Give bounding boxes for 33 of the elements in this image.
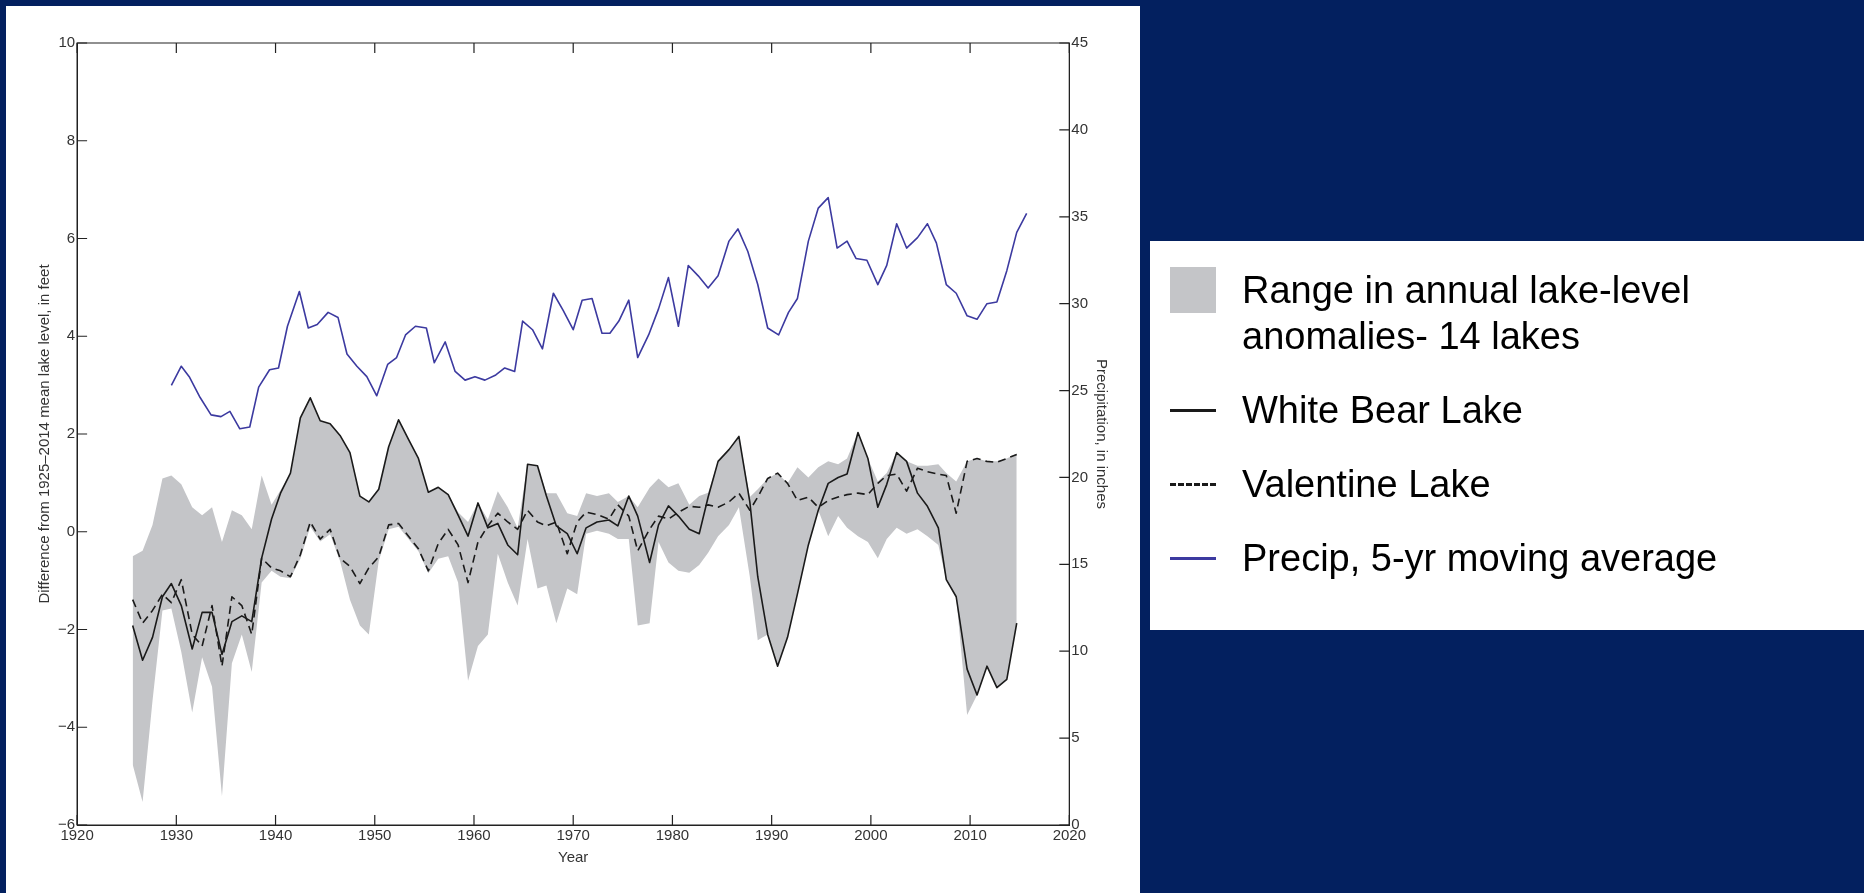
y-tick-label: 4	[66, 326, 76, 344]
y2-tick-label: 25	[1071, 380, 1088, 398]
x-tick-label: 1990	[754, 826, 789, 844]
x-axis-title: Year	[558, 848, 589, 866]
x-tick-label: 1980	[655, 826, 690, 844]
y-tick-label: −4	[57, 717, 76, 735]
y-tick-label: 6	[66, 228, 76, 246]
y2-tick-label: 30	[1071, 293, 1088, 311]
legend-label: Valentine Lake	[1242, 462, 1492, 507]
y-tick-label: 0	[66, 521, 76, 539]
y-tick-label: −2	[57, 619, 76, 637]
x-tick-label: 2000	[854, 826, 888, 844]
y2-tick-label: 35	[1071, 206, 1088, 224]
y-axis-title: Difference from 1925–2014 mean lake level, in feet	[35, 263, 53, 604]
x-tick-label: 2010	[953, 826, 987, 844]
x-tick-label: 1950	[358, 826, 392, 844]
x-tick-label: 1960	[457, 826, 491, 844]
y-tick-label: 2	[66, 424, 76, 442]
legend-label: Range in annual lake-level anomalies- 14 lakes	[1242, 268, 1691, 359]
y-tick-label: 10	[58, 33, 76, 51]
y2-tick-label: 10	[1071, 641, 1088, 659]
legend-label: Precip, 5-yr moving average	[1242, 536, 1719, 581]
x-tick-label: 1930	[159, 826, 194, 844]
y2-tick-label: 20	[1071, 467, 1088, 485]
x-tick-label: 1970	[556, 826, 590, 844]
y2-tick-label: 5	[1071, 728, 1080, 746]
y-tick-label: 8	[66, 130, 76, 148]
y2-tick-label: 45	[1071, 33, 1088, 51]
y2-axis-title: Precipitation, in inches	[1093, 358, 1111, 510]
legend-label: White Bear Lake	[1242, 388, 1524, 433]
y2-tick-label: 40	[1071, 120, 1088, 138]
x-tick-label: 1940	[258, 826, 293, 844]
y2-tick-label: 15	[1071, 554, 1088, 572]
